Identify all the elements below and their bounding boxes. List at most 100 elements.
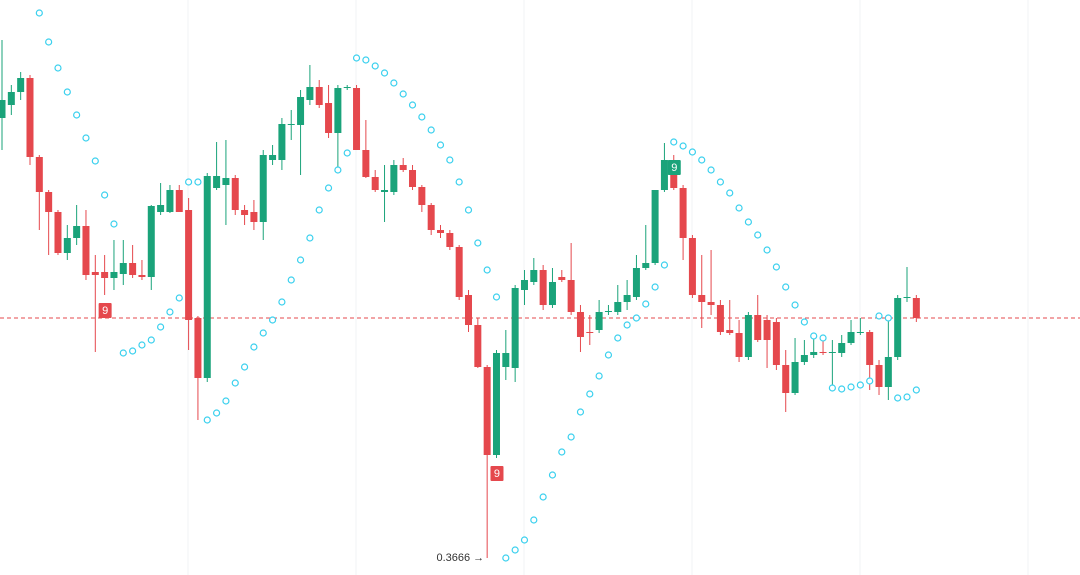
marker-label: 9 bbox=[671, 162, 677, 174]
sar-dot bbox=[427, 126, 435, 134]
sar-dot bbox=[352, 54, 361, 62]
candle-body bbox=[110, 272, 118, 278]
candle-body bbox=[185, 210, 193, 320]
candle-body bbox=[241, 210, 249, 215]
sar-dot bbox=[548, 471, 557, 479]
candle-body bbox=[632, 268, 640, 297]
sar-dot bbox=[399, 90, 407, 98]
candle-body bbox=[371, 177, 379, 190]
sar-dot bbox=[558, 448, 566, 456]
sar-dot bbox=[259, 329, 267, 337]
candle-body bbox=[203, 176, 211, 378]
sar-dot bbox=[194, 178, 202, 186]
candle-body bbox=[278, 124, 286, 160]
sar-dot bbox=[446, 156, 454, 164]
candle-body bbox=[0, 100, 6, 118]
sar-dot bbox=[82, 134, 90, 142]
sar-dot bbox=[782, 283, 790, 291]
sar-dot bbox=[110, 220, 118, 228]
sar-dot bbox=[474, 239, 482, 247]
candle-body bbox=[399, 165, 407, 170]
sar-dot bbox=[166, 308, 174, 316]
sar-dot bbox=[129, 347, 137, 355]
candle-body bbox=[231, 178, 239, 210]
sar-dot bbox=[651, 283, 659, 291]
sar-dot bbox=[744, 218, 753, 226]
sar-dot bbox=[35, 9, 43, 17]
candle-body bbox=[548, 282, 556, 305]
sar-dot bbox=[250, 343, 258, 351]
candle-body bbox=[101, 272, 109, 278]
marker-label: 9 bbox=[494, 468, 500, 480]
candle-body bbox=[343, 87, 351, 88]
sar-dot bbox=[324, 184, 333, 192]
candle-body bbox=[45, 192, 53, 212]
candle-body bbox=[707, 302, 715, 305]
candle-body bbox=[166, 190, 174, 212]
candle-body bbox=[642, 263, 650, 268]
candle-body bbox=[129, 263, 137, 275]
sar-dot bbox=[828, 384, 836, 392]
candle-body bbox=[362, 150, 370, 177]
sar-dot bbox=[464, 206, 473, 214]
candle-body bbox=[297, 97, 305, 125]
candle-body bbox=[614, 302, 622, 312]
sar-dot bbox=[119, 349, 127, 357]
candle-body bbox=[856, 332, 864, 333]
candle-body bbox=[576, 312, 584, 337]
candle-body bbox=[147, 206, 155, 277]
sar-dot bbox=[101, 191, 109, 199]
marker-label: 9 bbox=[102, 305, 108, 317]
candle-body bbox=[175, 190, 183, 212]
sar-dot bbox=[623, 321, 631, 329]
sar-dot bbox=[530, 516, 538, 524]
sar-dot bbox=[380, 69, 389, 77]
candle-body bbox=[679, 188, 687, 238]
candle-body bbox=[698, 295, 706, 302]
candle-body bbox=[819, 352, 827, 353]
sar-dot bbox=[791, 301, 799, 309]
candle-body bbox=[353, 88, 361, 150]
candle-body bbox=[325, 103, 333, 133]
sar-dot bbox=[483, 266, 491, 274]
sar-dot bbox=[772, 263, 780, 271]
sar-dot bbox=[576, 408, 585, 416]
sar-dot bbox=[511, 546, 519, 554]
candle-body bbox=[492, 353, 500, 455]
candle-body bbox=[847, 332, 855, 343]
candle-body bbox=[595, 312, 603, 330]
sar-dot bbox=[334, 166, 342, 174]
candle-body bbox=[754, 315, 762, 340]
candle-body bbox=[744, 315, 752, 357]
sar-dot bbox=[903, 393, 911, 401]
candle-body bbox=[810, 352, 818, 355]
candle-body bbox=[866, 332, 874, 365]
candle-body bbox=[138, 275, 146, 277]
candle-body bbox=[623, 295, 631, 302]
sar-dot bbox=[175, 294, 183, 302]
candle-body bbox=[763, 320, 771, 340]
sar-dot bbox=[296, 256, 305, 264]
sar-dot bbox=[539, 493, 547, 501]
sar-dot bbox=[586, 390, 594, 398]
marker-box bbox=[98, 303, 112, 318]
candle-body bbox=[17, 78, 25, 92]
sar-dot bbox=[268, 316, 277, 324]
candle-body bbox=[287, 124, 295, 125]
sar-dot bbox=[716, 178, 725, 186]
candle-body bbox=[250, 212, 258, 222]
sar-dot bbox=[492, 293, 501, 301]
sar-dot bbox=[185, 178, 193, 186]
sar-dot bbox=[754, 231, 762, 239]
sar-dot bbox=[679, 142, 687, 150]
sar-dot bbox=[455, 178, 463, 186]
sar-dot bbox=[614, 334, 622, 342]
sar-dot bbox=[819, 334, 827, 342]
candle-body bbox=[119, 263, 127, 274]
candle-body bbox=[735, 333, 743, 357]
candle-body bbox=[213, 176, 221, 188]
candle-body bbox=[502, 353, 510, 367]
candle-body bbox=[409, 170, 417, 187]
candle-body bbox=[660, 160, 668, 190]
